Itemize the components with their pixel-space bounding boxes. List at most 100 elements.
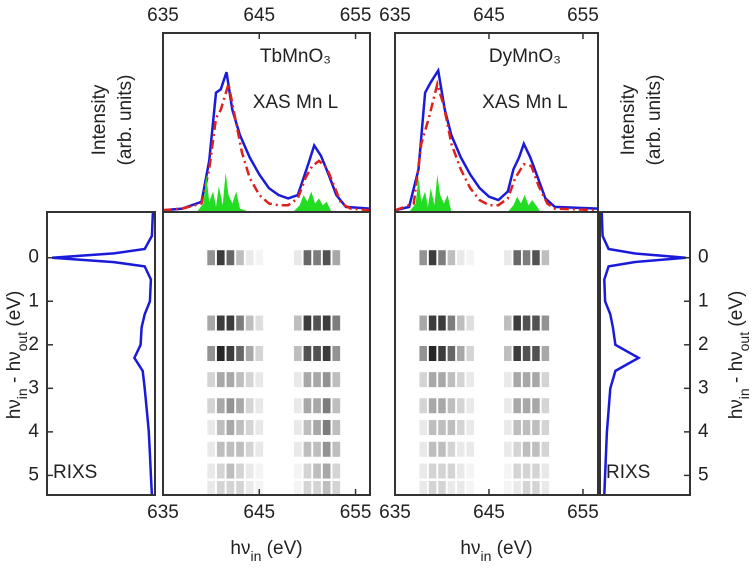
rixs-cell — [513, 463, 521, 479]
rixs-cell — [504, 420, 512, 436]
rixs-cell — [457, 250, 465, 266]
rixs-cell — [236, 372, 244, 388]
panel-title: XAS Mn L — [482, 92, 568, 113]
rixs-cell — [332, 398, 341, 414]
rixs-cell — [522, 463, 531, 479]
y-tick-label: 0 — [28, 247, 39, 268]
rixs-cell — [457, 315, 465, 331]
panel-label: RIXS — [606, 462, 650, 483]
rixs-cell — [522, 420, 531, 436]
rixs-cell — [466, 398, 474, 414]
rixs-cell — [313, 250, 321, 266]
panel: 0 1 2 3 4 5 RIXS hνin - hνout (eV) — [599, 211, 752, 496]
rixs-cell — [438, 441, 446, 457]
rixs-cell — [532, 250, 540, 266]
x-tick-label: 655 — [567, 502, 599, 523]
y-tick-label: 4 — [698, 421, 709, 442]
y-tick-label: 2 — [698, 334, 709, 355]
rixs-cell — [428, 315, 437, 331]
rixs-cell — [303, 398, 312, 414]
y-tick-label: 2 — [28, 334, 39, 355]
rixs-cell — [457, 346, 465, 361]
rixs-cell — [522, 480, 531, 496]
rixs-cell — [419, 398, 427, 414]
rixs-cell — [226, 441, 235, 457]
rixs-cell — [226, 250, 235, 266]
rixs-cell — [504, 315, 512, 331]
rixs-cell — [293, 480, 302, 496]
label-part: (eV) — [261, 538, 302, 559]
x-tick-label: 645 — [243, 502, 275, 523]
rixs-cell — [322, 463, 331, 479]
rixs-cell — [332, 346, 341, 361]
x-axis-label: hνin (eV) — [460, 538, 532, 564]
y-tick-label: 1 — [698, 290, 709, 311]
rixs-cell — [419, 420, 427, 436]
rixs-cell — [207, 480, 215, 496]
rixs-cell — [322, 420, 331, 436]
rixs-cell — [303, 315, 312, 331]
rixs-cell — [255, 420, 264, 436]
rixs-cell — [428, 463, 437, 479]
rixs-cell — [332, 480, 341, 496]
rixs-cell — [245, 250, 254, 266]
rixs-cell — [303, 250, 312, 266]
y-tick-label: 4 — [28, 421, 39, 442]
rixs-cell — [513, 398, 521, 414]
rixs-cell — [541, 420, 550, 436]
rixs-cell — [255, 372, 264, 388]
rixs-cell — [532, 480, 540, 496]
y-axis-label: (arb. units) — [115, 75, 136, 166]
rixs-cell — [419, 480, 427, 496]
y-axis-label: hνin - hνout (eV) — [726, 291, 752, 420]
rixs-cell — [216, 420, 225, 436]
label-part: in — [480, 548, 491, 564]
rixs-cell — [438, 372, 446, 388]
rixs-cell — [245, 398, 254, 414]
rixs-cell — [466, 346, 474, 361]
label-part: out — [14, 332, 30, 352]
rixs-cell — [216, 480, 225, 496]
spectrum — [409, 174, 541, 212]
rixs-cell — [216, 463, 225, 479]
rixs-cell — [532, 420, 540, 436]
rixs-cell — [322, 398, 331, 414]
rixs-cell — [245, 420, 254, 436]
rixs-cell — [532, 463, 540, 479]
y-axis-label: hνin - hνout (eV) — [4, 291, 30, 420]
rixs-cell — [207, 441, 215, 457]
rixs-cell — [255, 250, 264, 266]
rixs-cell — [428, 372, 437, 388]
label-part: (eV) — [4, 291, 25, 332]
rixs-cell — [504, 250, 512, 266]
rixs-cell — [293, 315, 302, 331]
rixs-cell — [532, 398, 540, 414]
rixs-cell — [207, 420, 215, 436]
rixs-cell — [541, 463, 550, 479]
x-tick-label: 655 — [567, 5, 599, 26]
rixs-cell — [447, 480, 456, 496]
rixs-cell — [447, 346, 456, 361]
panel-frame — [46, 211, 156, 496]
rixs-cell — [332, 315, 341, 331]
rixs-cell — [207, 372, 215, 388]
rixs-cell — [447, 420, 456, 436]
spectrum — [162, 71, 371, 212]
rixs-cell — [428, 480, 437, 496]
rixs-cell — [447, 372, 456, 388]
rixs-cell — [457, 420, 465, 436]
rixs-cell — [332, 441, 341, 457]
rixs-cell — [293, 463, 302, 479]
rixs-cell — [513, 480, 521, 496]
rixs-cell — [303, 463, 312, 479]
rixs-cell — [504, 480, 512, 496]
rixs-cell — [447, 398, 456, 414]
rixs-cell — [457, 372, 465, 388]
spectrum — [162, 83, 371, 212]
panel: 635 645 655 DyMnO₃ XAS Mn L Intensity (arb. un… — [379, 5, 665, 213]
rixs-cell — [226, 372, 235, 388]
y-tick-label: 0 — [698, 247, 709, 268]
rixs-cell — [226, 398, 235, 414]
rixs-cell — [293, 420, 302, 436]
